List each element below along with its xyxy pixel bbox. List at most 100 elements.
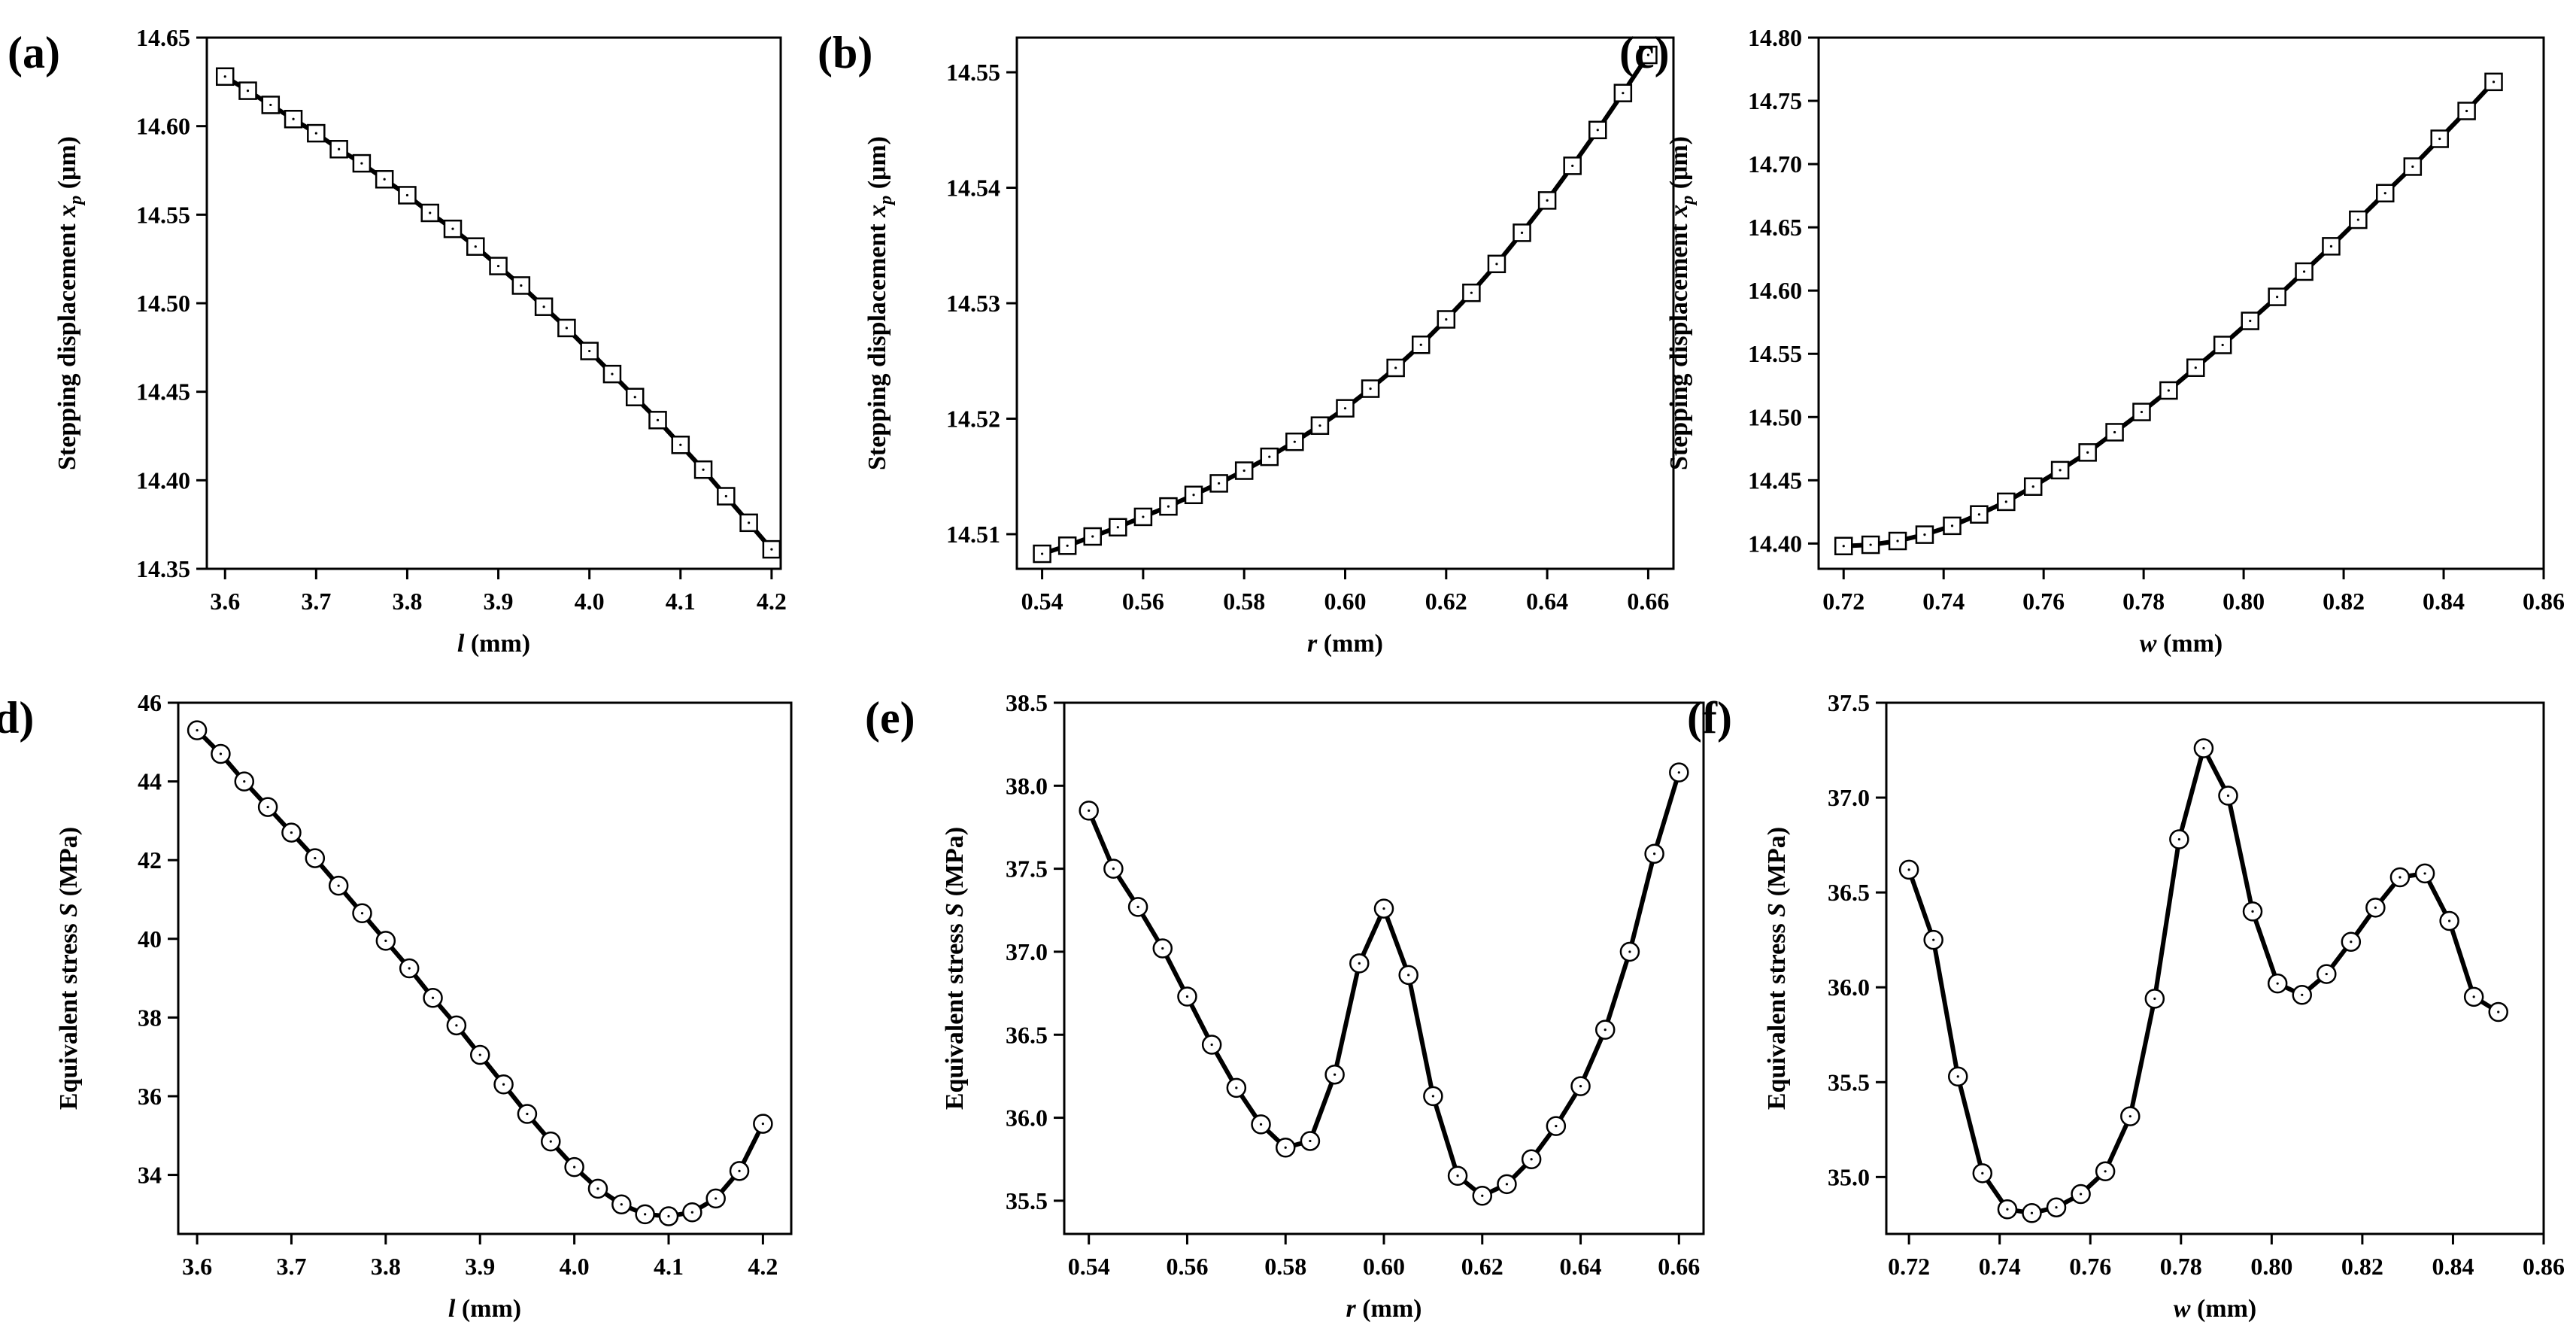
y-tick-label: 14.35 [136, 555, 190, 582]
data-point-center [1192, 494, 1195, 497]
x-tick-label: 0.64 [1560, 1253, 1602, 1280]
data-point-center [633, 396, 636, 399]
data-point-center [408, 967, 411, 970]
y-tick-label: 14.80 [1748, 24, 1802, 51]
data-point-center [1161, 947, 1164, 950]
data-point-center [542, 305, 545, 308]
data-point-center [2004, 500, 2007, 503]
data-point-center [565, 327, 568, 330]
data-point-center [2302, 270, 2306, 273]
y-axis-symbol: S [941, 903, 969, 917]
data-point-center [2202, 746, 2205, 750]
y-axis-symbol: x [863, 205, 891, 218]
data-point-center [1456, 1174, 1459, 1178]
x-tick-label: 0.56 [1166, 1253, 1208, 1280]
data-point-center [474, 245, 477, 248]
data-point-center [1088, 809, 1091, 813]
data-point-center [2167, 389, 2170, 392]
data-point-center [2006, 1208, 2009, 1211]
x-tick-label: 0.82 [2341, 1253, 2383, 1280]
data-point-center [2113, 430, 2116, 434]
data-point-center [1950, 524, 1954, 527]
y-tick-label: 36.5 [1006, 1021, 1048, 1048]
y-tick-label: 14.45 [136, 378, 190, 406]
x-tick-label: 3.6 [210, 588, 240, 615]
data-point-center [1977, 513, 1981, 516]
x-tick-label: 0.58 [1223, 588, 1265, 615]
series-line [1039, 53, 1651, 556]
y-tick-label: 37.5 [1828, 689, 1870, 716]
panel-label: (a) [8, 28, 60, 77]
x-tick-label: 3.8 [392, 588, 422, 615]
x-axis-label: l (mm) [457, 630, 530, 658]
y-tick-label: 35.5 [1828, 1068, 1870, 1095]
data-point-center [1284, 1146, 1287, 1149]
y-axis-symbol: S [1763, 903, 1791, 917]
panel-label: (e) [865, 693, 915, 743]
data-point-center [1445, 318, 1448, 321]
y-axis-unit: (MPa) [1763, 827, 1791, 903]
data-point-center [2194, 366, 2197, 369]
data-point-center [2249, 319, 2252, 323]
data-point-center [1259, 1123, 1263, 1126]
data-point-center [1407, 974, 1410, 977]
data-point-center [2251, 910, 2254, 913]
y-axis-subscript: p [66, 196, 86, 206]
y-axis-text: Stepping displacement [863, 217, 891, 470]
y-tick-label: 14.50 [136, 290, 190, 317]
data-point-center [2059, 469, 2062, 472]
data-point-center [384, 939, 387, 942]
data-point-center [383, 178, 386, 181]
y-tick-label: 14.40 [1748, 530, 1802, 557]
x-tick-label: 3.7 [276, 1253, 306, 1280]
plot-frame [177, 701, 793, 1235]
data-point-center [738, 1169, 741, 1172]
data-point-center [2104, 1170, 2107, 1173]
y-tick-label: 14.50 [1748, 403, 1802, 430]
x-tick-label: 0.76 [2022, 588, 2065, 615]
y-axis-unit: (MPa) [55, 827, 83, 903]
x-axis-unit: (mm) [1317, 630, 1383, 658]
data-point-center [502, 1083, 505, 1086]
x-axis-label: w (mm) [2174, 1295, 2256, 1323]
data-point-center [1066, 544, 1069, 547]
y-axis-text: Stepping displacement [1665, 217, 1693, 470]
x-tick-label: 3.9 [465, 1253, 495, 1280]
data-point-center [2221, 343, 2224, 347]
y-tick-label: 14.51 [946, 521, 1000, 548]
x-axis-symbol: l [457, 630, 465, 658]
x-tick-label: 0.54 [1068, 1253, 1110, 1280]
data-point-center [715, 1197, 718, 1200]
data-point-center [1842, 545, 1845, 548]
y-tick-label: 38.5 [1006, 689, 1048, 716]
series-line [1907, 746, 2501, 1216]
y-axis-symbol: S [55, 903, 83, 917]
x-tick-label: 0.56 [1122, 588, 1164, 615]
data-point-center [520, 284, 523, 287]
x-tick-label: 0.74 [1922, 588, 1965, 615]
data-point-center [702, 468, 705, 471]
x-tick-label: 0.80 [2223, 588, 2265, 615]
y-tick-label: 46 [138, 689, 162, 716]
plot-frame [1063, 701, 1705, 1235]
y-tick-label: 14.55 [946, 59, 1000, 86]
y-tick-label: 37.0 [1828, 784, 1870, 811]
y-axis-label: Equivalent stress S (MPa) [55, 827, 83, 1110]
data-point-center [1142, 515, 1145, 518]
data-point-center [223, 75, 226, 78]
x-tick-label: 4.1 [666, 588, 696, 615]
data-point-center [1596, 129, 1599, 132]
data-point-center [2030, 1211, 2034, 1214]
data-point-center [1334, 1073, 1337, 1076]
data-point-center [1555, 1124, 1558, 1128]
data-point-center [588, 349, 591, 353]
data-point-center [2374, 906, 2377, 909]
data-point-center [1470, 291, 1473, 294]
chart-panel-d: (d) 3.6 3.7 3.8 3.9 4.0 4.1 4.2 34 36 38 40 42 44 46 l … [0, 689, 793, 1323]
data-point-center [1869, 543, 1872, 546]
data-point-center [1604, 1029, 1607, 1032]
x-axis-label: r (mm) [1346, 1295, 1422, 1323]
data-point-center [2350, 940, 2353, 944]
y-axis-text: Equivalent stress [1763, 917, 1791, 1110]
